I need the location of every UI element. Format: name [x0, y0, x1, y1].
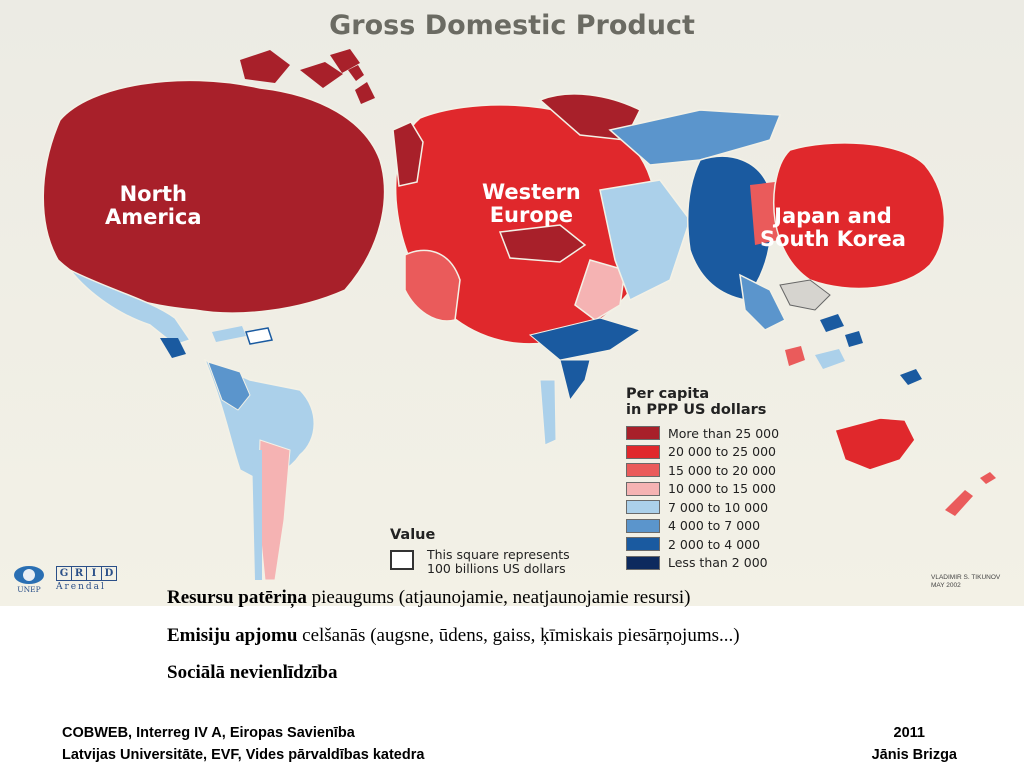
south-africa — [539, 379, 557, 446]
legend-swatch — [626, 444, 660, 459]
legend-title: Per capita in PPP US dollars — [626, 386, 767, 418]
taiwan-island — [785, 346, 805, 366]
legend-item: 2 000 to 4 000 — [626, 536, 760, 552]
map-credit: VLADIMIR S. TIKUNOV MAY 2002 — [931, 574, 1001, 589]
bullet-resource-consumption: Resursu patēriņa pieaugums (atjaunojamie… — [167, 587, 690, 609]
japan-region — [773, 142, 946, 290]
legend-swatch — [626, 481, 660, 496]
region-label-japan-korea: Japan and South Korea — [760, 205, 906, 251]
legend-item: 7 000 to 10 000 — [626, 499, 768, 515]
middle-east-region — [599, 179, 691, 302]
grid-arendal-text: Arendal — [56, 582, 106, 592]
unep-emblem-icon — [14, 566, 44, 584]
bullet-bold: Emisiju apjomu — [167, 625, 298, 646]
british-isles — [392, 121, 424, 187]
north-africa-strip — [528, 317, 642, 361]
legend-item: 20 000 to 25 000 — [626, 444, 776, 460]
value-key-note: This square represents 100 billions US d… — [427, 547, 570, 576]
north-america-region — [42, 79, 386, 314]
bullet-bold: Sociālā nevienlīdzība — [167, 662, 338, 683]
unep-logo-text: UNEP — [17, 585, 41, 594]
southeast-asia-region — [739, 273, 787, 331]
map-title: Gross Domestic Product — [329, 10, 695, 41]
value-key-title: Value — [390, 527, 436, 543]
legend-label: Less than 2 000 — [668, 555, 768, 570]
legend-swatch — [626, 500, 660, 514]
legend-item: 4 000 to 7 000 — [626, 518, 760, 534]
legend-item: More than 25 000 — [626, 425, 779, 441]
legend-label: 7 000 to 10 000 — [668, 499, 769, 515]
cartogram-map-panel: Gross Domestic Product North America Wes… — [0, 0, 1024, 606]
legend-item: Less than 2 000 — [626, 555, 768, 571]
legend-swatch — [626, 537, 660, 551]
legend-label: More than 25 000 — [668, 425, 780, 441]
australia-region — [834, 417, 916, 471]
bullet-bold: Resursu patēriņa — [167, 587, 307, 608]
legend-label: 4 000 to 7 000 — [668, 518, 761, 533]
chile-region — [252, 450, 262, 580]
footer-institution: Latvijas Universitāte, EVF, Vides pārval… — [62, 747, 425, 763]
caribbean-islands-2 — [212, 326, 246, 342]
north-america-label: North America — [105, 182, 202, 229]
indonesia-islands — [820, 314, 922, 385]
grid-letter: D — [104, 568, 114, 579]
korea-region — [750, 182, 778, 245]
grid-arendal-logo: G R I D Arendal — [56, 566, 117, 592]
legend-swatch — [626, 518, 660, 533]
legend-label: 2 000 to 4 000 — [668, 536, 761, 552]
japan-korea-label: Japan and South Korea — [760, 204, 906, 251]
grid-letters: G R I D — [56, 566, 117, 581]
argentina-region — [257, 439, 291, 581]
central-europe-block — [498, 224, 587, 263]
indonesia-islands-2 — [815, 349, 845, 369]
bullet-text: pieaugums (atjaunojamie, neatjaunojamie … — [306, 587, 691, 608]
legend-label: 15 000 to 20 000 — [668, 462, 776, 478]
unep-logo: UNEP — [12, 566, 46, 594]
philippines-region — [779, 279, 831, 311]
bullet-social-inequality: Sociālā nevienlīdzība — [167, 662, 338, 684]
caribbean-islands — [245, 327, 273, 345]
legend-swatch — [626, 463, 660, 477]
bullet-text: celšanās (augsne, ūdens, gaiss, ķīmiskai… — [297, 625, 740, 646]
canada-islands — [240, 49, 375, 104]
grid-letter: R — [72, 567, 87, 580]
cartogram-map — [42, 49, 996, 581]
footer-year: 2011 — [893, 725, 925, 741]
mexico-region — [69, 269, 192, 346]
andean-countries — [207, 361, 251, 411]
bullet-emissions: Emisiju apjomu celšanās (augsne, ūdens, … — [167, 625, 740, 647]
new-zealand — [945, 472, 996, 516]
grid-letter: G — [57, 567, 72, 580]
value-key-square — [390, 550, 414, 570]
legend-label: 20 000 to 25 000 — [668, 444, 776, 459]
legend-swatch — [626, 555, 660, 570]
footer-left: COBWEB, Interreg IV A, Eiropas Savienība… — [62, 722, 424, 766]
africa-region — [559, 359, 591, 402]
legend-item: 15 000 to 20 000 — [626, 462, 776, 478]
central-america-region — [160, 338, 186, 358]
footer-right: 2011 Jānis Brizga — [820, 722, 957, 766]
region-label-western-europe: Western Europe — [482, 181, 581, 227]
footer-project: COBWEB, Interreg IV A, Eiropas Savienība — [62, 725, 355, 741]
greenland — [348, 65, 364, 81]
footer-author: Jānis Brizga — [871, 747, 957, 763]
grid-letter: I — [87, 567, 102, 580]
russia-region — [608, 109, 782, 166]
western-europe-label: Western Europe — [482, 180, 581, 227]
legend-swatch — [626, 426, 660, 440]
iberia-region — [404, 249, 461, 322]
legend-label: 10 000 to 15 000 — [668, 481, 776, 496]
legend-item: 10 000 to 15 000 — [626, 481, 776, 497]
region-label-north-america: North America — [105, 183, 202, 229]
